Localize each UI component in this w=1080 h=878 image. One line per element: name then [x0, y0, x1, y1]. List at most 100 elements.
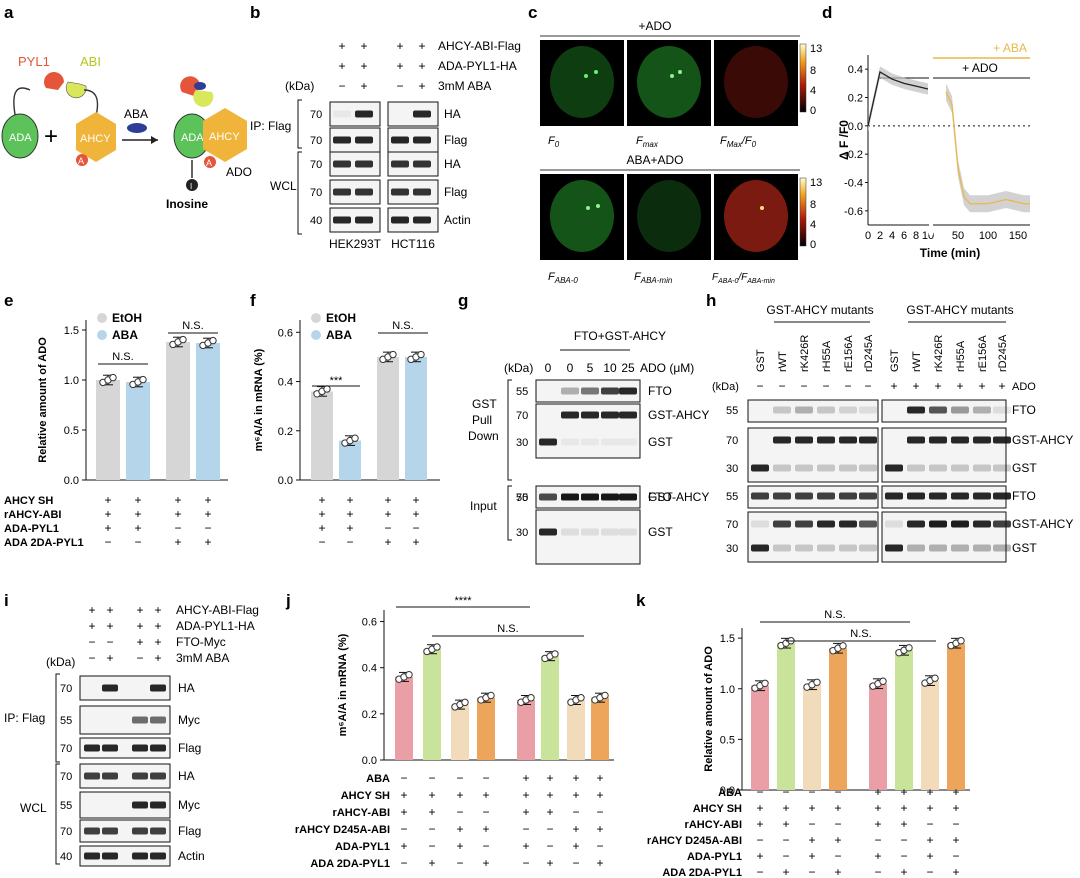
j-sign: + — [522, 771, 529, 785]
h-lane-label: GST — [889, 349, 901, 372]
blot-band — [102, 772, 118, 780]
blot-band — [859, 406, 877, 414]
f-sign: − — [384, 521, 391, 535]
blot-box — [747, 427, 879, 483]
e-ytick-label: 0.5 — [64, 425, 79, 437]
bracket — [55, 763, 60, 865]
k-sign: − — [926, 865, 933, 878]
blot-band — [993, 492, 1011, 500]
j-sign: + — [522, 788, 529, 802]
k-sign: − — [874, 833, 881, 847]
g-gst-pd-label: Pull — [472, 413, 492, 427]
j-sign: + — [522, 805, 529, 819]
panel-label-b: b — [250, 3, 260, 22]
blot-band — [561, 387, 579, 395]
f-bar — [339, 440, 361, 480]
kda-marker: 70 — [516, 492, 528, 504]
kda-marker: 55 — [516, 492, 528, 504]
h-lane-label: rE156A — [843, 335, 855, 372]
h-lane-label: rE156A — [977, 335, 989, 372]
k-sign: + — [808, 801, 815, 815]
j-sign: − — [482, 805, 489, 819]
e-sign: + — [204, 535, 211, 549]
h-header: GST-AHCY mutants — [906, 303, 1013, 317]
bracket — [507, 379, 512, 481]
j-sign: + — [596, 788, 603, 802]
bracket — [507, 485, 512, 541]
f-sign: + — [384, 535, 391, 549]
f-sign: + — [318, 507, 325, 521]
blot-label: GST-AHCY — [648, 408, 709, 422]
blot-band — [581, 387, 599, 395]
e-row-label: AHCY SH — [4, 495, 53, 507]
h-lane-label: rWT — [777, 351, 789, 372]
k-datapoint — [879, 677, 887, 685]
k-datapoint — [931, 674, 939, 682]
blot-band — [951, 406, 969, 414]
ahcy-bound-label: AHCY — [209, 131, 240, 143]
j-row-label: rAHCY-ABI — [333, 807, 390, 819]
f-legend-swatch — [311, 330, 321, 340]
blot-band — [751, 544, 769, 552]
a-badge-bound-label: A — [206, 158, 212, 168]
blot-label: Flag — [178, 824, 201, 838]
d-ytick-label: -0.6 — [844, 206, 863, 218]
d-ytick-label: -0.2 — [844, 149, 863, 161]
e-sign: − — [134, 535, 141, 549]
blot-label: GST-AHCY — [1012, 433, 1073, 447]
blot-band — [150, 744, 166, 752]
sign: − — [136, 651, 143, 665]
g-conc: 10 — [603, 361, 617, 375]
blot-band — [102, 744, 118, 752]
k-bar — [947, 643, 965, 790]
blot-band — [885, 464, 903, 472]
j-datapoint — [433, 643, 441, 651]
e-bar — [196, 343, 220, 480]
c-cell-3 — [724, 46, 788, 118]
blot-band — [619, 411, 637, 419]
blot-band — [561, 493, 579, 501]
kda-marker: 30 — [726, 543, 738, 555]
f-bar — [311, 391, 333, 480]
k-sign: − — [834, 849, 841, 863]
j-sign: − — [456, 771, 463, 785]
kda-marker: 70 — [726, 435, 738, 447]
d-error-band — [946, 83, 1030, 213]
d-error-band — [868, 66, 928, 132]
blot-band — [973, 464, 991, 472]
j-sign: + — [546, 856, 553, 870]
blot-band — [333, 216, 351, 224]
j-sign: + — [456, 822, 463, 836]
h-lane-label: rD245A — [863, 334, 875, 372]
j-sign: − — [522, 822, 529, 836]
blot-band — [951, 520, 969, 528]
blot-band — [773, 520, 791, 528]
blot-band — [84, 772, 100, 780]
g-conc: 25 — [621, 361, 635, 375]
blot-band — [132, 827, 148, 835]
k-datapoint — [957, 637, 965, 645]
blot-box — [79, 737, 171, 759]
sign: + — [136, 603, 143, 617]
bracket — [297, 99, 302, 149]
f-ytick-label: 0.6 — [278, 327, 293, 339]
blot-band — [859, 492, 877, 500]
blot-band — [150, 684, 166, 692]
g-conc-label: ADO (μM) — [640, 361, 694, 375]
d-xtick-label: 0 — [865, 230, 871, 242]
c-puncta — [586, 206, 590, 210]
j-sign: + — [456, 839, 463, 853]
i-row-label: ADA-PYL1-HA — [176, 619, 255, 633]
blot-band — [795, 436, 813, 444]
f-datapoint — [389, 350, 397, 359]
kda-label: (kDa) — [46, 655, 75, 669]
f-sign: + — [318, 521, 325, 535]
j-sign: + — [400, 839, 407, 853]
h-lane-label: rWT — [911, 351, 923, 372]
d-ylabel: Δ F /F0 — [837, 120, 851, 160]
inosine-dot-label: I — [190, 182, 192, 191]
sign: + — [88, 603, 95, 617]
blot-band — [773, 492, 791, 500]
k-sign: − — [782, 833, 789, 847]
kda-marker: 55 — [60, 715, 72, 727]
